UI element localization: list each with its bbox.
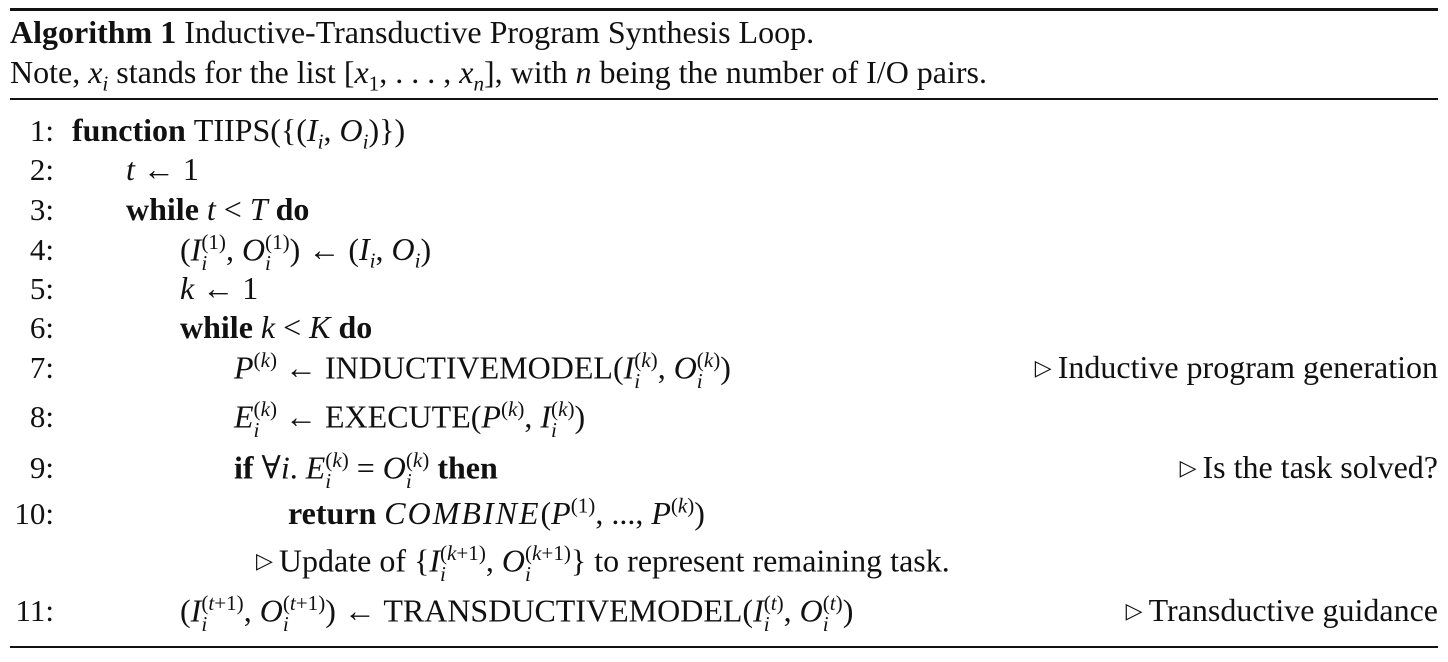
algorithm-title: Inductive-Transductive Program Synthesis… — [184, 14, 815, 50]
comment-line-9: ▷ Is the task solved? — [1180, 450, 1438, 488]
note-prefix: Note, — [10, 54, 81, 90]
algorithm-caption-title: Algorithm 1 Inductive-Transductive Progr… — [10, 14, 814, 50]
line-number: 2: — [29, 152, 54, 187]
keyword-while: while — [126, 191, 199, 227]
line-number: 9: — [29, 450, 54, 485]
line-number: 1: — [29, 113, 54, 148]
algo-line-7: P(k) ← INDUCTIVEMODEL(I (k) i, O (k) i) — [234, 347, 731, 394]
function-name: TIIPS — [193, 112, 271, 148]
combine-name: COMBINE — [384, 495, 541, 531]
comment-text: Transductive guidance — [1148, 592, 1438, 628]
algo-line-10: return COMBINE(P(1), ..., P(k)) — [288, 493, 705, 531]
inductive-model-name: INDUCTIVEMODEL — [324, 349, 613, 386]
top-rule — [10, 8, 1438, 11]
comment-text: Is the task solved? — [1202, 449, 1439, 485]
comment-text: Update of — [278, 542, 406, 579]
keyword-while: while — [180, 309, 253, 345]
algo-line-3: while t < T do — [126, 191, 310, 227]
algo-line-5: k ← 1 — [180, 270, 259, 306]
comment-triangle-icon: ▷ — [256, 548, 273, 574]
keyword-do: do — [338, 309, 373, 345]
note-text: stands for the list — [116, 54, 336, 90]
line-number: 6: — [29, 310, 54, 345]
line-number: 3: — [29, 192, 54, 227]
comment-line-10: ▷ Update of {I (k+1) i, O (k+1) i} to represe… — [256, 541, 950, 587]
math-list: [x1, . . . , xn] — [343, 54, 495, 96]
execute-name: EXECUTE — [324, 398, 471, 435]
comment-text: to represent remaining task. — [594, 542, 950, 579]
line-number: 7: — [29, 350, 54, 385]
comment-text: Inductive program generation — [1057, 349, 1438, 385]
comment-triangle-icon: ▷ — [1125, 598, 1143, 623]
algo-line-2: t ← 1 — [126, 151, 199, 187]
math-n: n — [575, 54, 592, 90]
keyword-return: return — [288, 495, 377, 531]
algo-line-11: (I (t+1) i, O (t+1) i) ← TRANSDUCTIVEMODEL(I… — [180, 591, 854, 637]
comment-line-11: ▷ Transductive guidance — [1126, 593, 1438, 631]
keyword-then: then — [437, 449, 498, 486]
keyword-function: function — [72, 112, 186, 148]
line-number: 10: — [14, 496, 54, 531]
algo-line-8: E (k) i ← EXECUTE(P(k), I (k) i) — [234, 396, 586, 443]
algorithm-label: Algorithm 1 — [10, 14, 177, 50]
line-number: 8: — [29, 399, 54, 434]
comment-triangle-icon: ▷ — [1179, 455, 1197, 480]
algo-line-9: if ∀i. E (k) i = O (k) i then — [234, 448, 498, 494]
math-xi: xi — [88, 54, 109, 96]
comment-triangle-icon: ▷ — [1034, 355, 1052, 380]
line-number: 5: — [29, 271, 54, 306]
note-end: being the number of I/O pairs. — [599, 54, 987, 90]
algo-line-4: (I (1) i, O (1) i) ← (Ii, Oi) — [180, 230, 432, 276]
algo-line-1: function TIIPS({(Ii, Oi)}) — [72, 112, 406, 154]
line-number: 11: — [15, 593, 54, 628]
line-number: 4: — [29, 232, 54, 267]
mid-rule — [10, 98, 1438, 100]
algorithm-caption-note: Note, xi stands for the list [x1, . . . … — [10, 54, 987, 96]
transductive-model-name: TRANSDUCTIVEMODEL — [383, 592, 743, 629]
keyword-do: do — [275, 191, 310, 227]
bottom-rule — [10, 646, 1438, 648]
keyword-if: if — [234, 449, 254, 486]
algo-line-6: while k < K do — [180, 309, 373, 345]
note-suffix: , with — [494, 54, 568, 90]
comment-line-7: ▷ Inductive program generation — [1035, 350, 1438, 388]
